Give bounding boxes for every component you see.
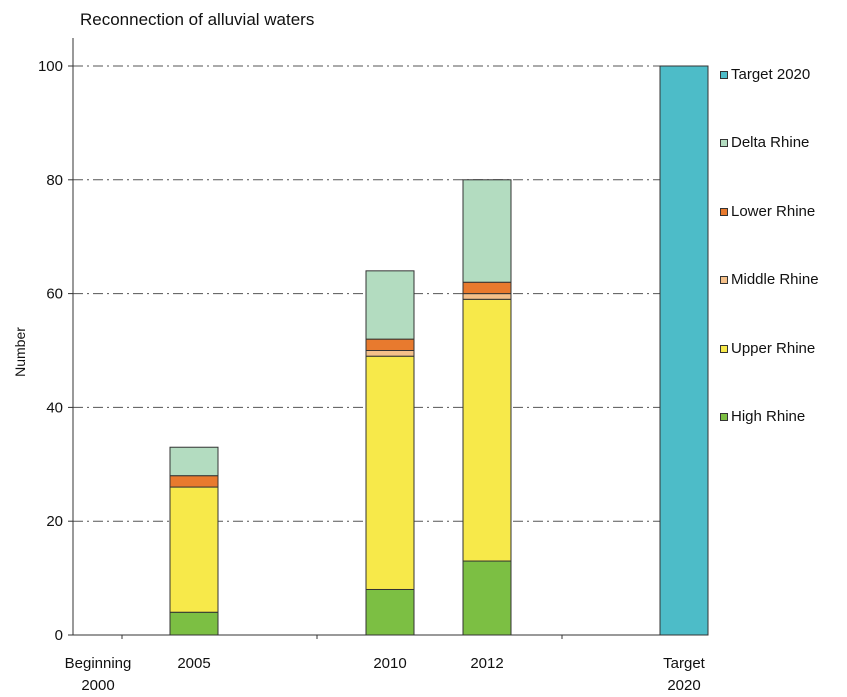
legend-item: Middle Rhine [720, 271, 819, 288]
x-tick-label: 2012 [470, 655, 503, 672]
legend-label: Delta Rhine [731, 134, 810, 151]
legend-label: Lower Rhine [731, 203, 816, 220]
y-tick-label: 100 [38, 58, 63, 75]
legend-item: Upper Rhine [720, 340, 815, 357]
legend-swatch [720, 207, 728, 216]
legend-item: Delta Rhine [720, 134, 809, 151]
legend-label: Middle Rhine [731, 271, 819, 288]
bar-high-rhine [365, 588, 415, 636]
x-tick-label: Beginning [65, 655, 132, 672]
legend-item: Target 2020 [720, 66, 810, 83]
x-tick-label: 2010 [373, 655, 406, 672]
bar-delta-rhine [365, 270, 415, 340]
x-tick-label: Target [663, 655, 706, 672]
bar-lower-rhine [462, 281, 512, 295]
x-tick-label: 2005 [177, 655, 210, 672]
bar-middle-rhine [365, 350, 415, 357]
y-tick-label: 20 [46, 513, 63, 530]
bar-middle-rhine [462, 293, 512, 300]
legend-swatch [720, 275, 728, 284]
legend-item: Lower Rhine [720, 203, 815, 220]
y-tick-label: 60 [46, 286, 63, 303]
legend-swatch [720, 344, 728, 353]
legend-swatch [720, 412, 728, 421]
bar-lower-rhine [365, 338, 415, 351]
bar-high-rhine [462, 560, 512, 636]
legend-item: High Rhine [720, 408, 805, 425]
bar-delta-rhine [169, 446, 219, 477]
bar-upper-rhine [169, 486, 219, 613]
legend-label: Target 2020 [731, 66, 811, 83]
bar-upper-rhine [462, 298, 512, 562]
y-tick-label: 0 [55, 627, 63, 644]
legend-label: High Rhine [731, 408, 806, 425]
legend-swatch [720, 70, 728, 79]
bar-high-rhine [169, 611, 219, 636]
x-tick-label: 2000 [81, 677, 114, 694]
bar-delta-rhine [462, 179, 512, 283]
chart-title: Reconnection of alluvial waters [80, 10, 315, 29]
legend-label: Upper Rhine [731, 340, 816, 357]
bar-target-2020 [659, 65, 709, 636]
y-tick-label: 40 [46, 399, 63, 416]
x-tick-label: 2020 [667, 677, 700, 694]
y-axis-label: Number [12, 327, 28, 377]
bar-lower-rhine [169, 475, 219, 488]
legend-swatch [720, 138, 728, 147]
y-tick-label: 80 [46, 172, 63, 189]
bar-upper-rhine [365, 355, 415, 590]
